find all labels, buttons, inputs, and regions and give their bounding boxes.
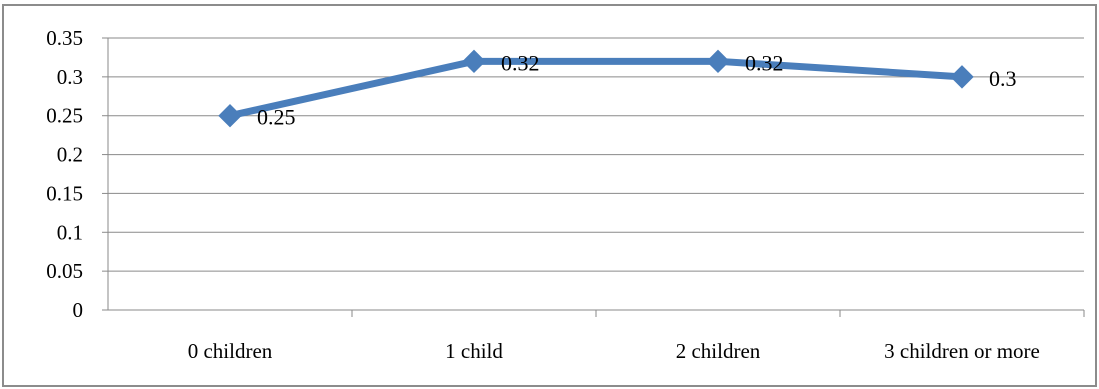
x-tick-label-0: 0 children	[188, 339, 273, 363]
data-label-1: 0.32	[501, 50, 540, 75]
data-point-3	[950, 65, 974, 89]
data-point-0	[218, 104, 242, 128]
x-tick-label-2: 2 children	[676, 339, 761, 363]
y-tick-label-7: 0.35	[46, 26, 83, 50]
x-tick-label-1: 1 child	[445, 339, 503, 363]
y-tick-label-4: 0.2	[57, 143, 83, 167]
y-tick-label-6: 0.3	[57, 65, 83, 89]
y-tick-label-0: 0	[73, 298, 84, 322]
y-tick-label-5: 0.25	[46, 104, 83, 128]
data-label-3: 0.3	[989, 66, 1017, 91]
x-tick-label-3: 3 children or more	[884, 339, 1040, 363]
chart-frame	[2, 4, 1097, 387]
y-tick-label-1: 0.05	[46, 259, 83, 283]
data-point-1	[462, 49, 486, 74]
data-label-0: 0.25	[257, 105, 296, 130]
y-tick-label-2: 0.1	[57, 220, 83, 244]
y-tick-label-3: 0.15	[46, 181, 83, 205]
series-line	[226, 57, 966, 120]
data-label-2: 0.32	[745, 50, 784, 75]
data-point-2	[706, 49, 730, 74]
